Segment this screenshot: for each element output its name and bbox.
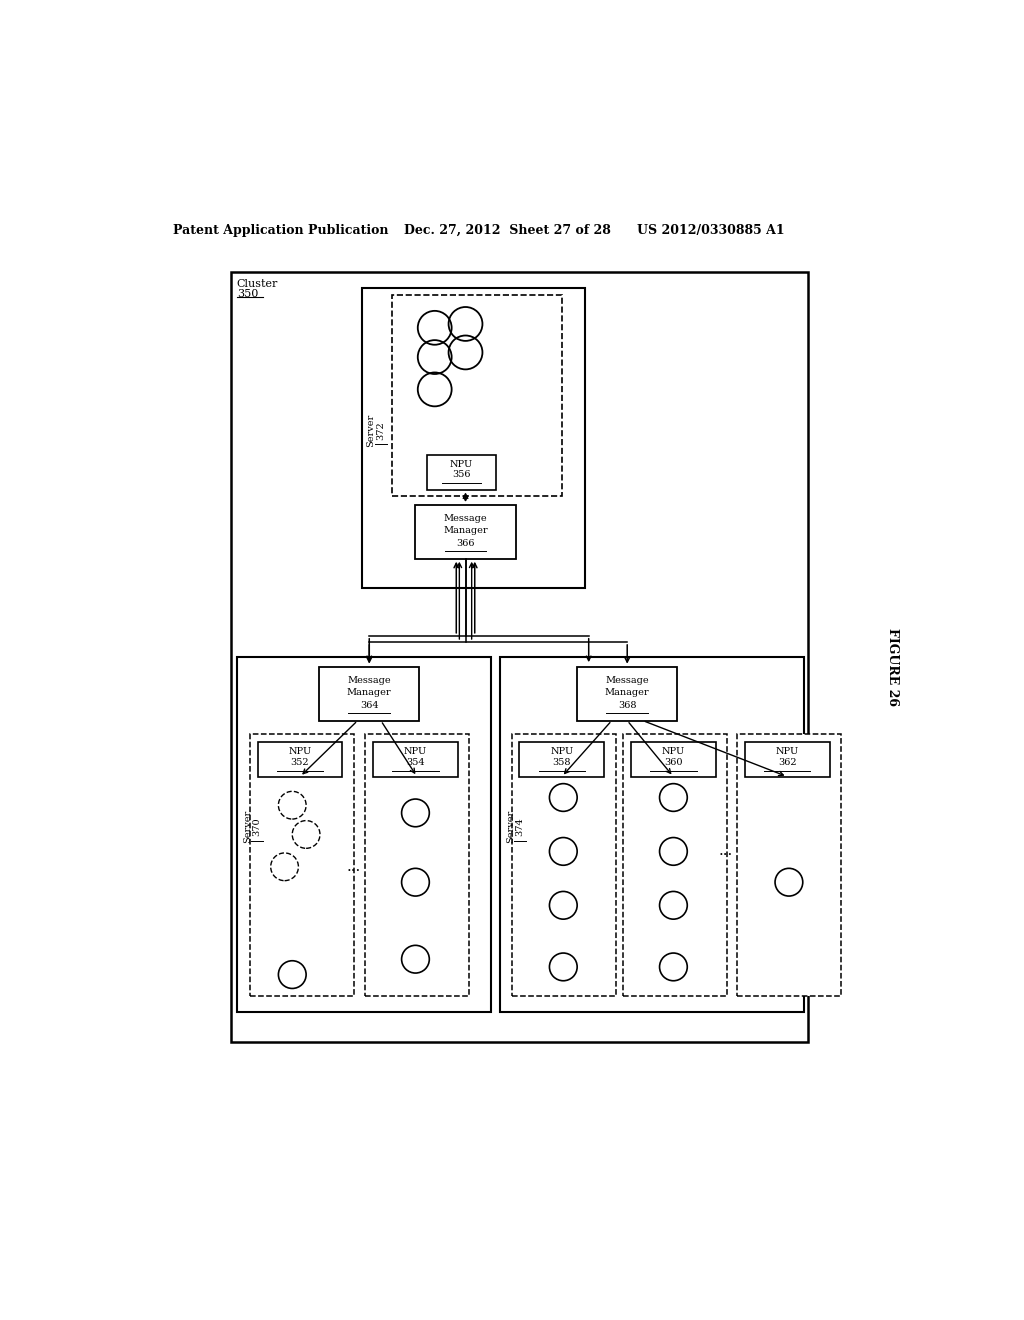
Text: Dec. 27, 2012  Sheet 27 of 28: Dec. 27, 2012 Sheet 27 of 28: [403, 224, 610, 236]
Text: NPU: NPU: [450, 459, 473, 469]
Text: Server: Server: [507, 810, 515, 843]
Bar: [624, 734, 727, 997]
Bar: [366, 734, 469, 997]
Text: 370: 370: [252, 817, 261, 836]
Text: Manager: Manager: [605, 688, 649, 697]
Bar: [427, 455, 497, 490]
Text: Patent Application Publication: Patent Application Publication: [173, 224, 388, 236]
Text: 358: 358: [553, 758, 571, 767]
Text: 362: 362: [778, 758, 797, 767]
Bar: [737, 734, 842, 997]
Text: Server: Server: [243, 810, 252, 843]
Text: Manager: Manager: [347, 688, 391, 697]
Text: FIGURE 26: FIGURE 26: [887, 627, 899, 706]
Text: Manager: Manager: [443, 525, 487, 535]
Text: 364: 364: [360, 701, 379, 710]
Text: NPU: NPU: [776, 747, 799, 756]
Text: 356: 356: [453, 470, 471, 479]
Text: 368: 368: [617, 701, 637, 710]
Text: 366: 366: [457, 539, 475, 548]
Text: 354: 354: [407, 758, 425, 767]
Bar: [230, 272, 808, 1043]
Bar: [250, 734, 354, 997]
Bar: [361, 288, 585, 589]
Bar: [373, 742, 458, 776]
Text: ...: ...: [719, 845, 733, 858]
Bar: [745, 742, 829, 776]
Text: Message: Message: [347, 676, 391, 685]
Text: Message: Message: [443, 515, 487, 523]
Text: NPU: NPU: [662, 747, 685, 756]
Text: 350: 350: [237, 289, 258, 300]
Text: NPU: NPU: [550, 747, 573, 756]
Bar: [392, 296, 562, 496]
Bar: [519, 742, 604, 776]
Bar: [631, 742, 716, 776]
Bar: [512, 734, 615, 997]
Text: 372: 372: [376, 421, 385, 440]
Text: NPU: NPU: [403, 747, 427, 756]
Bar: [319, 667, 419, 721]
Bar: [500, 657, 804, 1011]
Bar: [258, 742, 342, 776]
Text: 374: 374: [516, 817, 524, 836]
Bar: [237, 657, 490, 1011]
Text: ...: ...: [347, 859, 361, 874]
Bar: [416, 506, 515, 558]
Text: Server: Server: [367, 413, 376, 447]
Text: NPU: NPU: [289, 747, 311, 756]
Text: 352: 352: [291, 758, 309, 767]
Text: Message: Message: [605, 676, 649, 685]
Text: Cluster: Cluster: [237, 279, 279, 289]
Text: 360: 360: [665, 758, 683, 767]
Bar: [578, 667, 677, 721]
Text: US 2012/0330885 A1: US 2012/0330885 A1: [637, 224, 784, 236]
